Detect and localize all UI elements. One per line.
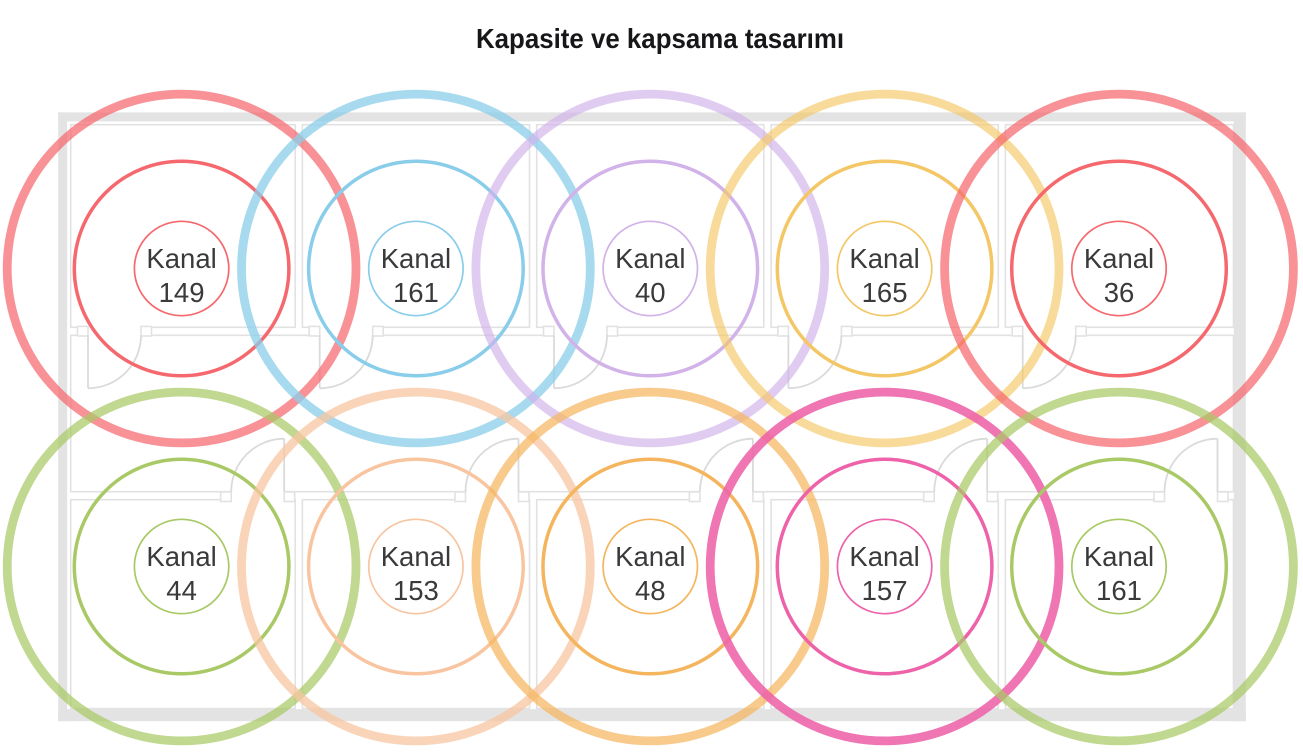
svg-text:44: 44	[166, 575, 197, 606]
svg-text:Kanal: Kanal	[381, 541, 451, 572]
svg-text:153: 153	[393, 575, 439, 606]
svg-text:48: 48	[635, 575, 666, 606]
svg-text:Kapasite ve kapsama tasarımı: Kapasite ve kapsama tasarımı	[476, 23, 844, 54]
svg-text:Kanal: Kanal	[615, 243, 685, 274]
svg-text:161: 161	[393, 277, 439, 308]
svg-text:157: 157	[862, 575, 908, 606]
svg-text:Kanal: Kanal	[381, 243, 451, 274]
svg-text:161: 161	[1096, 575, 1142, 606]
svg-text:Kanal: Kanal	[1084, 541, 1154, 572]
svg-text:Kanal: Kanal	[849, 243, 919, 274]
svg-text:Kanal: Kanal	[146, 541, 216, 572]
svg-text:Kanal: Kanal	[146, 243, 216, 274]
svg-text:165: 165	[862, 277, 908, 308]
svg-text:40: 40	[635, 277, 666, 308]
svg-text:Kanal: Kanal	[615, 541, 685, 572]
svg-text:36: 36	[1104, 277, 1135, 308]
svg-text:Kanal: Kanal	[849, 541, 919, 572]
svg-text:Kanal: Kanal	[1084, 243, 1154, 274]
svg-text:149: 149	[159, 277, 205, 308]
